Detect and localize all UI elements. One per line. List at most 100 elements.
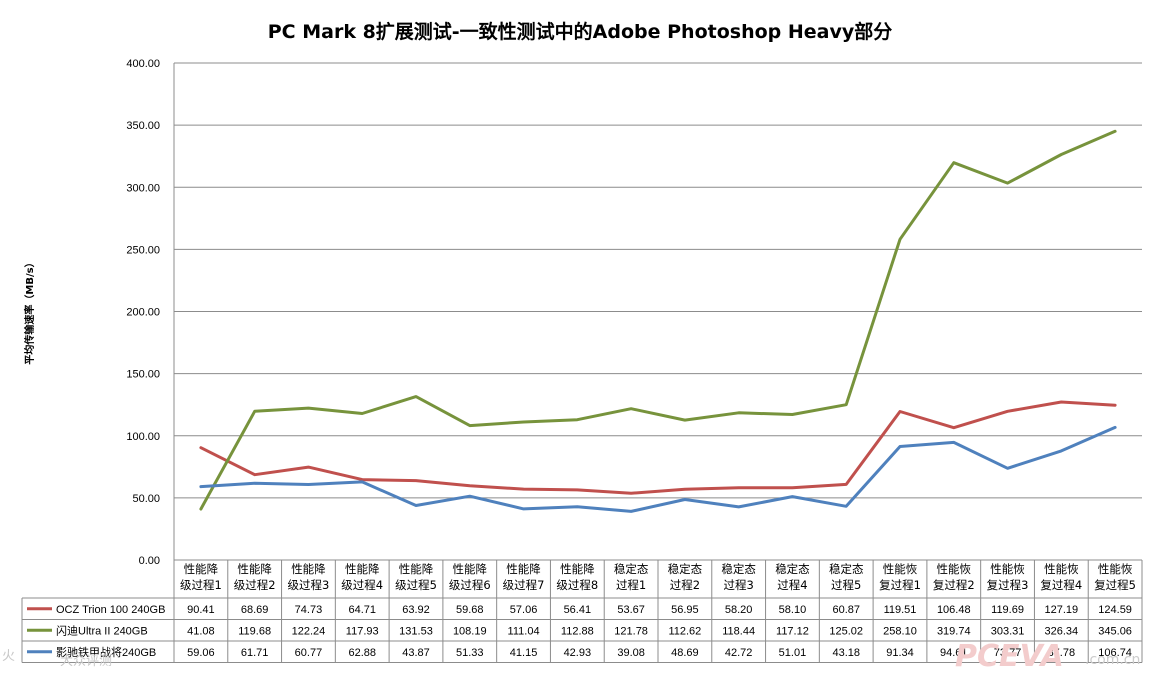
x-tick-label: 性能恢 bbox=[1044, 562, 1079, 576]
watermark-left-text: 大众评测 bbox=[60, 654, 112, 669]
data-label: 61.71 bbox=[241, 647, 269, 659]
data-label: 62.88 bbox=[348, 647, 376, 659]
y-axis-label: 平均传输速率（MB/s） bbox=[23, 257, 36, 364]
x-tick-label: 性能降 bbox=[560, 562, 595, 576]
x-tick-label: 性能恢 bbox=[937, 562, 972, 576]
legend-entry: 影驰铁甲战将240GB bbox=[56, 645, 156, 659]
watermark-domain: .com.cn bbox=[1085, 652, 1140, 668]
series-line-3 bbox=[199, 425, 1117, 513]
y-axis-ticks: 0.00 50.00 100.00 150.00 200.00 250.00 300.00 3… bbox=[126, 58, 160, 567]
data-label: 57.06 bbox=[510, 604, 538, 616]
data-label: 74.73 bbox=[295, 604, 323, 616]
data-label: 117.12 bbox=[776, 625, 809, 637]
data-label: 118.44 bbox=[722, 625, 755, 637]
watermark-left-mark: 火 bbox=[2, 649, 15, 664]
series-lines bbox=[199, 129, 1117, 513]
x-tick-label: 稳定态 bbox=[668, 562, 703, 576]
data-label: 108.19 bbox=[453, 625, 487, 637]
x-tick-label: 复过程1 bbox=[879, 578, 921, 592]
data-label: 131.53 bbox=[399, 625, 433, 637]
x-tick-label: 稳定态 bbox=[721, 562, 756, 576]
data-label: 39.08 bbox=[617, 647, 645, 659]
data-label: 58.10 bbox=[779, 604, 807, 616]
series-line-1 bbox=[199, 400, 1117, 495]
data-label: 106.48 bbox=[937, 604, 971, 616]
x-tick-label: 稳定态 bbox=[775, 562, 810, 576]
x-tick-label: 过程3 bbox=[724, 578, 754, 592]
data-label: 258.10 bbox=[883, 625, 917, 637]
y-tick-label: 0.00 bbox=[139, 555, 160, 567]
x-tick-label: 性能降 bbox=[399, 562, 434, 576]
data-label: 112.88 bbox=[561, 625, 594, 637]
data-label: 60.77 bbox=[295, 647, 323, 659]
data-label: 90.41 bbox=[187, 604, 215, 616]
x-tick-label: 复过程3 bbox=[987, 578, 1029, 592]
x-tick-label: 性能恢 bbox=[1098, 562, 1133, 576]
data-label: 125.02 bbox=[829, 625, 863, 637]
x-tick-label: 复过程2 bbox=[933, 578, 975, 592]
y-tick-label: 100.00 bbox=[126, 431, 160, 443]
x-tick-label: 性能降 bbox=[291, 562, 326, 576]
chart-title: PC Mark 8扩展测试-一致性测试中的Adobe Photoshop Hea… bbox=[268, 20, 893, 43]
data-label: 64.71 bbox=[348, 604, 376, 616]
x-tick-label: 性能降 bbox=[237, 562, 272, 576]
y-tick-label: 200.00 bbox=[126, 307, 160, 319]
legend-entry: 闪迪Ultra II 240GB bbox=[56, 623, 148, 637]
data-label: 303.31 bbox=[991, 625, 1025, 637]
data-label: 117.93 bbox=[346, 625, 379, 637]
data-label: 56.95 bbox=[671, 604, 699, 616]
data-label: 111.04 bbox=[508, 625, 540, 637]
data-label: 122.24 bbox=[292, 625, 326, 637]
data-label: 43.18 bbox=[832, 647, 860, 659]
data-label: 43.87 bbox=[402, 647, 430, 659]
x-tick-label: 性能恢 bbox=[990, 562, 1025, 576]
y-tick-label: 150.00 bbox=[126, 369, 160, 381]
y-tick-label: 350.00 bbox=[126, 120, 160, 132]
data-label: 59.06 bbox=[187, 647, 215, 659]
data-label: 119.69 bbox=[991, 604, 1024, 616]
y-tick-label: 400.00 bbox=[126, 58, 160, 70]
watermark-brand: PCEVA bbox=[955, 639, 1064, 673]
data-label: 127.19 bbox=[1045, 604, 1079, 616]
x-tick-label: 过程2 bbox=[670, 578, 700, 592]
data-label: 326.34 bbox=[1045, 625, 1079, 637]
x-tick-label: 稳定态 bbox=[614, 562, 649, 576]
data-label: 119.68 bbox=[238, 625, 271, 637]
data-label: 63.92 bbox=[402, 604, 430, 616]
data-label: 41.08 bbox=[187, 625, 215, 637]
x-tick-label: 级过程3 bbox=[288, 578, 330, 592]
data-label: 319.74 bbox=[937, 625, 971, 637]
data-label: 124.59 bbox=[1098, 604, 1132, 616]
data-label: 48.69 bbox=[671, 647, 699, 659]
data-label: 121.78 bbox=[614, 625, 648, 637]
data-label: 87.78 bbox=[1048, 647, 1076, 659]
data-label: 42.93 bbox=[564, 647, 592, 659]
x-tick-label: 性能降 bbox=[184, 562, 219, 576]
x-tick-label: 级过程8 bbox=[556, 578, 598, 592]
data-label: 53.67 bbox=[617, 604, 645, 616]
x-tick-label: 性能恢 bbox=[883, 562, 918, 576]
data-label: 51.01 bbox=[779, 647, 807, 659]
gridlines bbox=[174, 62, 1142, 561]
series-line-2 bbox=[199, 129, 1117, 511]
x-tick-label: 级过程1 bbox=[180, 578, 222, 592]
x-tick-label: 稳定态 bbox=[829, 562, 864, 576]
x-tick-label: 性能降 bbox=[506, 562, 541, 576]
data-label: 91.34 bbox=[886, 647, 914, 659]
x-tick-label: 级过程5 bbox=[395, 578, 437, 592]
y-tick-label: 250.00 bbox=[126, 244, 160, 256]
legend-entry: OCZ Trion 100 240GB bbox=[56, 604, 165, 616]
data-label: 56.41 bbox=[564, 604, 592, 616]
x-tick-label: 级过程4 bbox=[341, 578, 383, 592]
x-tick-label: 级过程6 bbox=[449, 578, 491, 592]
x-tick-label: 过程5 bbox=[831, 578, 861, 592]
data-label: 345.06 bbox=[1098, 625, 1132, 637]
data-label: 68.69 bbox=[241, 604, 269, 616]
x-tick-label: 级过程2 bbox=[234, 578, 276, 592]
x-tick-label: 级过程7 bbox=[503, 578, 545, 592]
y-tick-label: 50.00 bbox=[132, 493, 160, 505]
x-tick-label: 复过程4 bbox=[1040, 578, 1082, 592]
x-tick-label: 复过程5 bbox=[1094, 578, 1136, 592]
